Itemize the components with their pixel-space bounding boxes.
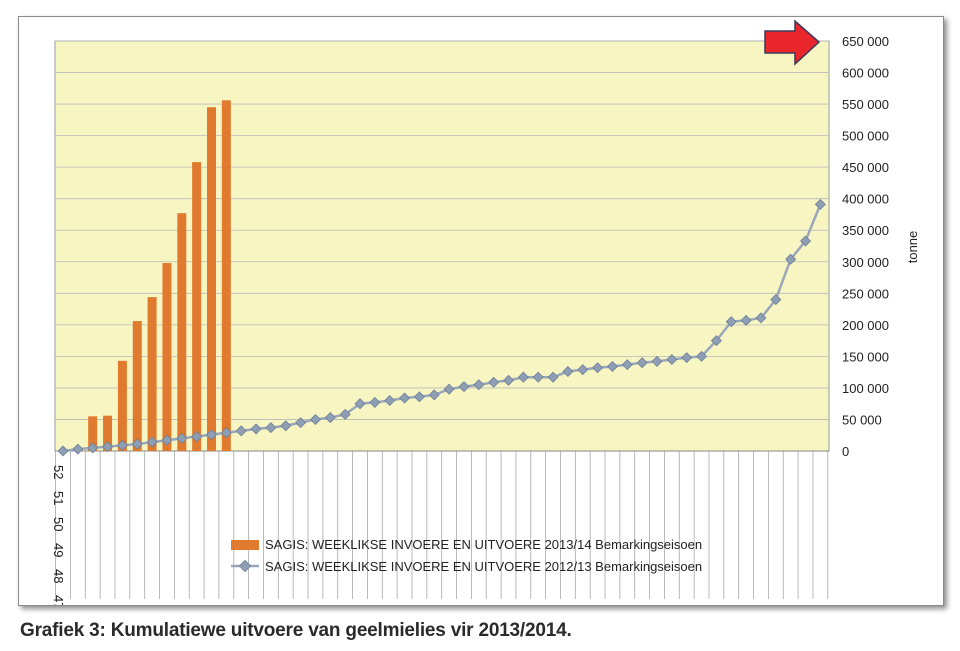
line-point [72,443,84,455]
line-point [770,294,782,306]
bar [88,416,98,451]
line-point [116,439,128,451]
line-point [755,312,767,324]
line-point [102,441,114,453]
x-tick-label: 48 [51,569,66,583]
line-point [265,422,277,434]
line-point [592,362,604,374]
line-point [532,371,544,383]
x-tick-label: 52 [51,465,66,479]
y-tick-label: 500 000 [842,129,889,144]
line-point [502,374,515,386]
line-point [384,395,396,407]
line-point [458,381,470,393]
x-axis-ticks: 52 51 50 49 48 47 [51,465,66,605]
line-point [280,420,292,432]
legend-label-line: SAGIS: WEEKLIKSE INVOERE EN UITVOERE 201… [265,559,702,574]
line-point [146,436,158,448]
line-point [562,366,574,378]
y-tick-label: 200 000 [842,318,889,333]
line-series-2012-13 [57,198,826,457]
bar [162,263,172,451]
line-point [220,427,232,439]
line-point [621,359,633,371]
y-tick-label: 350 000 [842,223,889,238]
line-point [606,360,618,372]
line-point [710,335,722,347]
legend: SAGIS: WEEKLIKSE INVOERE EN UITVOERE 201… [231,537,702,574]
y-tick-label: 50 000 [842,412,882,427]
line-point [443,383,455,395]
y-tick-label: 250 000 [842,286,889,301]
line-point [87,442,99,454]
line-point [681,352,693,364]
arrow-icon [764,19,821,66]
line-point [191,430,203,443]
y-tick-label: 450 000 [842,160,889,175]
line-point [354,398,366,410]
line-point [161,434,173,446]
bar [103,415,113,451]
line-point [131,438,143,450]
x-tick-label: 49 [51,543,66,557]
line-point [57,445,69,457]
line-point [577,364,589,376]
y-axis-label: tonne [905,231,920,264]
bar [147,297,157,451]
x-tick-label: 47 [51,595,66,605]
chart-frame: 0 50 000 100 000 150 000 200 000 250 000 300 0… [18,16,944,606]
line-point [696,350,708,362]
line-point [235,425,247,437]
bar-series-2013-14 [73,100,231,452]
figure-caption: Grafiek 3: Kumulatiewe uitvoere van geel… [20,620,572,641]
legend-swatch-bar [231,540,259,550]
y-tick-label: 150 000 [842,349,889,364]
y-tick-label: 300 000 [842,255,889,270]
line-point [488,376,500,388]
line-point [339,408,351,420]
line-point [309,413,321,425]
line-point [205,429,218,441]
bar [207,107,216,451]
series-line [62,203,822,453]
line-point [473,379,485,391]
line-point [666,354,678,366]
y-tick-label: 0 [842,444,849,459]
line-point [295,417,307,429]
line-point [740,314,752,326]
line-point [324,412,336,424]
bar [221,100,231,452]
line-point [250,423,262,435]
line-point [369,396,381,408]
line-point [547,371,559,383]
line-point [636,357,648,369]
y-tick-label: 650 000 [842,34,889,49]
bar [117,360,127,451]
line-point [517,371,529,383]
y-tick-label: 550 000 [842,97,889,112]
y-tick-label: 400 000 [842,192,889,207]
y-axis-ticks: 0 50 000 100 000 150 000 200 000 250 000 300 0… [842,34,889,459]
line-point [651,355,663,367]
x-tick-label: 51 [51,491,66,505]
chart-svg: 0 50 000 100 000 150 000 200 000 250 000 300 0… [51,19,920,605]
x-tick-label: 50 [51,517,66,531]
line-point [413,391,425,403]
line-point [814,198,826,210]
bar [192,162,202,451]
y-tick-label: 100 000 [842,381,889,396]
line-point [799,235,812,247]
line-point [428,389,440,401]
line-point [176,432,188,444]
line-point [725,316,737,328]
y-tick-label: 600 000 [842,66,889,81]
legend-swatch-marker [238,559,252,573]
line-point [785,253,797,265]
vertical-gridlines [55,450,829,599]
line-point [399,392,411,404]
legend-label-bar: SAGIS: WEEKLIKSE INVOERE EN UITVOERE 201… [265,537,702,552]
bar [132,321,142,451]
bar [177,213,187,451]
